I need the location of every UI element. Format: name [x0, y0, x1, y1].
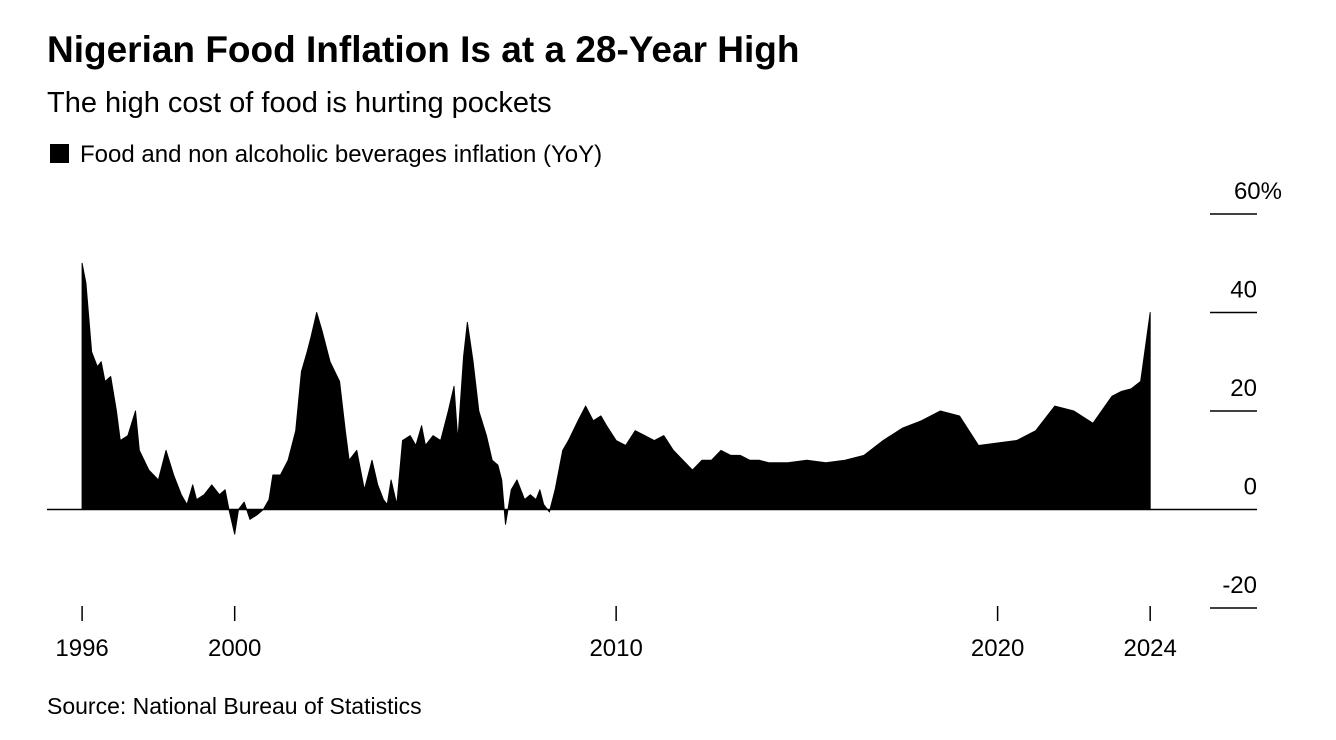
legend-label: Food and non alcoholic beverages inflati… — [80, 141, 602, 168]
y-tick-label: 60% — [1234, 178, 1282, 205]
y-tick-label: 20 — [1230, 375, 1257, 402]
source: Source: National Bureau of Statistics — [47, 693, 422, 719]
area — [81, 262, 1151, 535]
y-tick-label: -20 — [1222, 572, 1257, 599]
x-tick-label: 2010 — [589, 635, 642, 662]
x-tick-label: 1996 — [55, 635, 108, 662]
y-tick-label: 0 — [1244, 474, 1257, 501]
legend-swatch — [50, 144, 69, 163]
x-tick-label: 2000 — [208, 635, 261, 662]
x-tick-label: 2020 — [971, 635, 1024, 662]
chart-title: Nigerian Food Inflation Is at a 28-Year … — [47, 29, 799, 70]
y-tick-label: 40 — [1230, 277, 1257, 304]
chart-subtitle: The high cost of food is hurting pockets — [47, 87, 552, 119]
x-tick-label: 2024 — [1123, 635, 1176, 662]
